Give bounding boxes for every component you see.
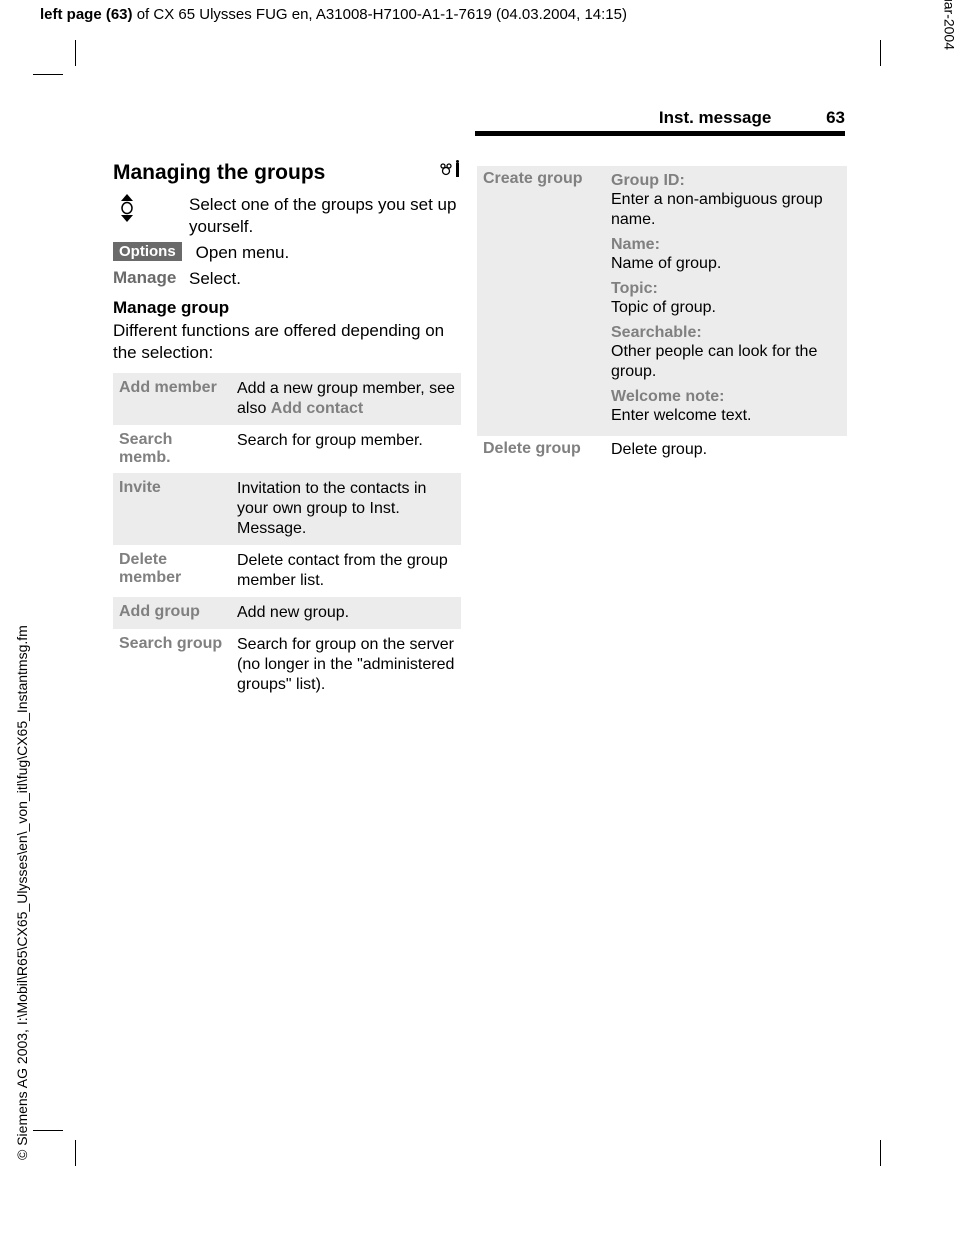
option-fields: Group ID: Enter a non-ambiguous group na… — [605, 166, 847, 436]
page-header: Inst. message 63 — [475, 108, 845, 136]
field-desc: Other people can look for the group. — [611, 342, 841, 382]
menu-label: Manage — [113, 268, 189, 288]
crop-mark — [33, 74, 63, 75]
step-text: Open menu. — [196, 242, 461, 264]
crop-mark — [33, 1130, 63, 1131]
steps-list: Select one of the groups you set up your… — [113, 194, 461, 290]
section-title: Managing the groups — [113, 160, 461, 186]
table-row: Delete group Delete group. — [477, 436, 847, 464]
table-row: Add group Add new group. — [113, 597, 461, 629]
option-label: Add group — [113, 597, 231, 629]
option-desc: Search for group on the server (no longe… — [231, 629, 461, 701]
left-margin-text: © Siemens AG 2003, I:\Mobil\R65\CX65_Uly… — [14, 625, 30, 1160]
nav-key-icon — [113, 194, 189, 222]
option-label: Add member — [113, 373, 231, 425]
left-column: Managing the groups Select one of the gr… — [113, 160, 461, 701]
softkey-label: Options — [113, 242, 182, 261]
field-label: Group ID: — [611, 172, 841, 190]
intro-paragraph: Different functions are offered dependin… — [113, 320, 461, 364]
page-number: 63 — [826, 108, 845, 127]
table-row: Create group Group ID: Enter a non-ambig… — [477, 166, 847, 436]
option-ref: Add contact — [271, 400, 363, 417]
step-text: Select one of the groups you set up your… — [189, 194, 461, 238]
step-text: Select. — [189, 268, 461, 290]
online-icon — [437, 160, 461, 186]
options-table: Add member Add a new group member, see a… — [113, 373, 461, 701]
page-header-title: Inst. message — [659, 108, 771, 127]
crop-mark — [75, 1140, 76, 1166]
option-desc: Add new group. — [231, 597, 461, 629]
option-desc: Delete contact from the group member lis… — [231, 545, 461, 597]
table-row: Invite Invitation to the contacts in you… — [113, 473, 461, 545]
right-column: Create group Group ID: Enter a non-ambig… — [477, 166, 847, 464]
option-desc: Invitation to the contacts in your own g… — [231, 473, 461, 545]
option-label: Search memb. — [113, 425, 231, 473]
option-label: Search group — [113, 629, 231, 701]
table-row: Search memb. Search for group member. — [113, 425, 461, 473]
subheading: Manage group — [113, 298, 461, 318]
table-row: Add member Add a new group member, see a… — [113, 373, 461, 425]
option-desc: Search for group member. — [231, 425, 461, 473]
crop-mark — [75, 40, 76, 66]
option-label: Invite — [113, 473, 231, 545]
right-margin-text: VAR Language: English; VAR issue date: 1… — [942, 0, 954, 50]
create-group-table: Create group Group ID: Enter a non-ambig… — [477, 166, 847, 464]
source-header-rest: of CX 65 Ulysses FUG en, A31008-H7100-A1… — [133, 6, 627, 23]
section-title-text: Managing the groups — [113, 161, 325, 185]
table-row: Delete member Delete contact from the gr… — [113, 545, 461, 597]
option-label: Create group — [477, 166, 605, 436]
step-row: Options Open menu. — [113, 242, 461, 264]
source-header: left page (63) of CX 65 Ulysses FUG en, … — [40, 6, 627, 23]
field-label: Name: — [611, 236, 841, 254]
field-label: Welcome note: — [611, 388, 841, 406]
field-desc: Name of group. — [611, 254, 841, 274]
option-label: Delete member — [113, 545, 231, 597]
field-desc: Topic of group. — [611, 298, 841, 318]
option-desc: Delete group. — [605, 436, 847, 464]
field-label: Searchable: — [611, 324, 841, 342]
table-row: Search group Search for group on the ser… — [113, 629, 461, 701]
step-row: Select one of the groups you set up your… — [113, 194, 461, 238]
field-label: Topic: — [611, 280, 841, 298]
source-header-prefix: left page (63) — [40, 6, 133, 23]
field-desc: Enter welcome text. — [611, 406, 841, 426]
crop-mark — [880, 1140, 881, 1166]
crop-mark — [880, 40, 881, 66]
step-row: Manage Select. — [113, 268, 461, 290]
option-label: Delete group — [477, 436, 605, 464]
field-desc: Enter a non-ambiguous group name. — [611, 190, 841, 230]
option-desc: Add a new group member, see also Add con… — [231, 373, 461, 425]
